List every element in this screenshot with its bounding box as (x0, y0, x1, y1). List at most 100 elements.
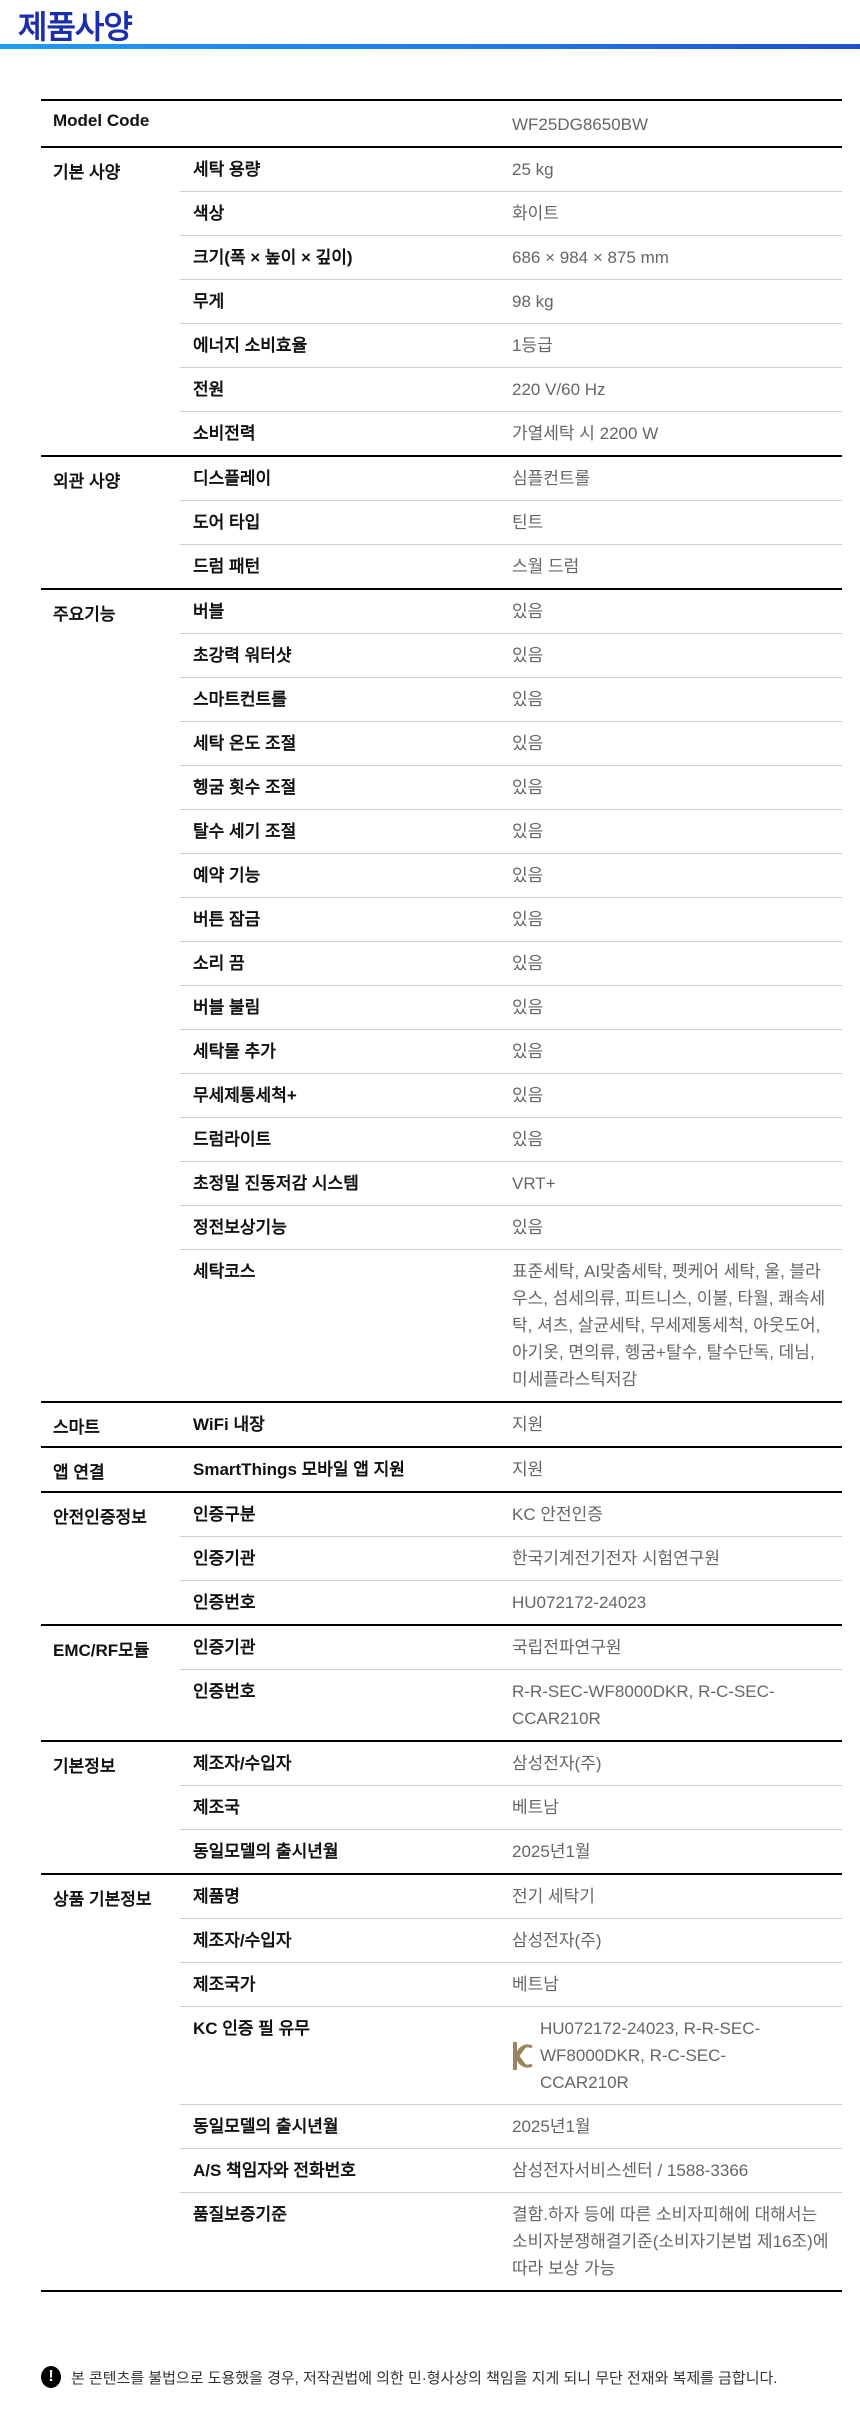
spec-label: 버블 (193, 602, 225, 621)
spec-value: 베트남 (512, 1975, 559, 1994)
spec-table: Model Code WF25DG8650BW 기본 사양 세탁 용량 25 kg 색… (41, 99, 842, 2292)
spec-row: 탈수 세기 조절 있음 (180, 809, 842, 853)
spec-label: 소리 끔 (193, 954, 245, 973)
spec-row: SmartThings 모바일 앱 지원 지원 (180, 1448, 842, 1491)
spec-value: 686 × 984 × 875 mm (512, 248, 669, 267)
spec-value: 표준세탁, AI맞춤세탁, 펫케어 세탁, 울, 블라우스, 섬세의류, 피트니… (512, 1262, 826, 1389)
spec-row: 품질보증기준 결함.하자 등에 따른 소비자피해에 대해서는 소비자분쟁해결기준(… (180, 2192, 842, 2290)
group-label: 상품 기본정보 (53, 1890, 152, 1909)
spec-label: 도어 타입 (193, 513, 261, 532)
spec-value: 전기 세탁기 (512, 1887, 595, 1906)
spec-row: 제조자/수입자 삼성전자(주) (180, 1918, 842, 1962)
spec-value: 있음 (512, 602, 544, 621)
spec-value: 있음 (512, 1130, 544, 1149)
spec-value: 삼성전자(주) (512, 1754, 602, 1773)
spec-row: 세탁물 추가 있음 (180, 1029, 842, 1073)
spec-value: 국립전파연구원 (512, 1638, 622, 1657)
spec-value: 1등급 (512, 336, 553, 355)
spec-value: 220 V/60 Hz (512, 380, 606, 399)
spec-value: HU072172-24023, R-R-SEC-WF8000DKR, R-C-S… (540, 2019, 761, 2092)
spec-group: 기본정보 제조자/수입자 삼성전자(주) 제조국 베트남 동일모델의 출시년월 2025년1… (41, 1740, 842, 1873)
spec-row: 정전보상기능 있음 (180, 1205, 842, 1249)
spec-row: WiFi 내장 지원 (180, 1403, 842, 1446)
spec-row: 도어 타입 틴트 (180, 500, 842, 544)
spec-value: 스월 드럼 (512, 557, 580, 576)
spec-label: 제품명 (193, 1887, 240, 1906)
spec-row: 인증번호 HU072172-24023 (180, 1580, 842, 1624)
spec-value: 있음 (512, 734, 544, 753)
spec-value: 있음 (512, 822, 544, 841)
spec-label: 버블 불림 (193, 998, 261, 1017)
spec-row: 드럼라이트 있음 (180, 1117, 842, 1161)
group-label: 앱 연결 (53, 1463, 105, 1482)
spec-value: 화이트 (512, 204, 559, 223)
spec-row: 세탁 용량 25 kg (180, 148, 842, 191)
spec-row: 인증번호 R-R-SEC-WF8000DKR, R-C-SEC-CCAR210R (180, 1669, 842, 1740)
spec-value: 98 kg (512, 292, 554, 311)
spec-row: 초강력 워터샷 있음 (180, 633, 842, 677)
spec-value: 있음 (512, 1218, 544, 1237)
spec-row: 무게 98 kg (180, 279, 842, 323)
spec-label: 품질보증기준 (193, 2205, 287, 2224)
group-label: 기본 사양 (53, 163, 121, 182)
spec-row: 제조국가 베트남 (180, 1962, 842, 2006)
spec-label: 세탁 용량 (193, 160, 261, 179)
spec-row: 인증기관 한국기계전기전자 시험연구원 (180, 1536, 842, 1580)
spec-label: 제조국가 (193, 1975, 256, 1994)
spec-label: 초정밀 진동저감 시스템 (193, 1174, 359, 1193)
spec-row: KC 인증 필 유무 HU072172-24023, R-R-SEC-WF8000… (180, 2006, 842, 2104)
page-title: 제품사양 (18, 9, 133, 45)
spec-label: 세탁코스 (193, 1262, 256, 1281)
group-label: 외관 사양 (53, 472, 121, 491)
spec-label: KC 인증 필 유무 (193, 2019, 310, 2038)
spec-value: 가열세탁 시 2200 W (512, 424, 659, 443)
spec-label: 디스플레이 (193, 469, 272, 488)
spec-value: 있음 (512, 646, 544, 665)
spec-value: 지원 (512, 1460, 544, 1479)
spec-row: 스마트컨트롤 있음 (180, 677, 842, 721)
model-code-label: Model Code (53, 111, 150, 130)
spec-value: 베트남 (512, 1798, 559, 1817)
spec-value: 있음 (512, 954, 544, 973)
spec-label: 동일모델의 출시년월 (193, 1842, 339, 1861)
spec-value: HU072172-24023 (512, 1593, 647, 1612)
spec-group: 안전인증정보 인증구분 KC 안전인증 인증기관 한국기계전기전자 시험연구원 인증번호 H… (41, 1491, 842, 1624)
spec-row: 제조자/수입자 삼성전자(주) (180, 1742, 842, 1785)
spec-row: 소비전력 가열세탁 시 2200 W (180, 411, 842, 455)
spec-value: 틴트 (512, 513, 544, 532)
spec-label: 무게 (193, 292, 225, 311)
spec-value: 있음 (512, 866, 544, 885)
spec-label: 동일모델의 출시년월 (193, 2117, 339, 2136)
spec-label: 초강력 워터샷 (193, 646, 292, 665)
spec-label: 헹굼 횟수 조절 (193, 778, 297, 797)
spec-label: 제조자/수입자 (193, 1754, 292, 1773)
spec-value: 2025년1월 (512, 2117, 591, 2136)
spec-label: A/S 책임자와 전화번호 (193, 2161, 356, 2180)
copyright-notice: ! 본 콘텐츠를 불법으로 도용했을 경우, 저작권법에 의한 민·형사상의 책… (41, 2366, 777, 2388)
notice-text: 본 콘텐츠를 불법으로 도용했을 경우, 저작권법에 의한 민·형사상의 책임을… (71, 2369, 778, 2387)
spec-row: A/S 책임자와 전화번호 삼성전자서비스센터 / 1588-3366 (180, 2148, 842, 2192)
spec-value: 지원 (512, 1415, 544, 1434)
spec-value: 결함.하자 등에 따른 소비자피해에 대해서는 소비자분쟁해결기준(소비자기본법… (512, 2205, 829, 2278)
spec-label: 탈수 세기 조절 (193, 822, 297, 841)
spec-label: 크기(폭 × 높이 × 깊이) (193, 248, 353, 267)
spec-row: 인증구분 KC 안전인증 (180, 1493, 842, 1536)
kc-mark-icon (513, 2041, 533, 2070)
spec-row: 동일모델의 출시년월 2025년1월 (180, 2104, 842, 2148)
spec-row: 세탁코스 표준세탁, AI맞춤세탁, 펫케어 세탁, 울, 블라우스, 섬세의류,… (180, 1249, 842, 1401)
spec-row: 소리 끔 있음 (180, 941, 842, 985)
spec-row: 초정밀 진동저감 시스템 VRT+ (180, 1161, 842, 1205)
spec-label: 에너지 소비효율 (193, 336, 308, 355)
spec-row: 버튼 잠금 있음 (180, 897, 842, 941)
spec-row: 색상 화이트 (180, 191, 842, 235)
spec-label: 드럼 패턴 (193, 557, 261, 576)
exclamation-icon: ! (41, 2366, 61, 2388)
spec-row: 에너지 소비효율 1등급 (180, 323, 842, 367)
spec-value: 있음 (512, 1086, 544, 1105)
spec-value: 심플컨트롤 (512, 469, 591, 488)
spec-label: 정전보상기능 (193, 1218, 287, 1237)
spec-group: EMC/RF모듈 인증기관 국립전파연구원 인증번호 R-R-SEC-WF8000DKR… (41, 1624, 842, 1740)
